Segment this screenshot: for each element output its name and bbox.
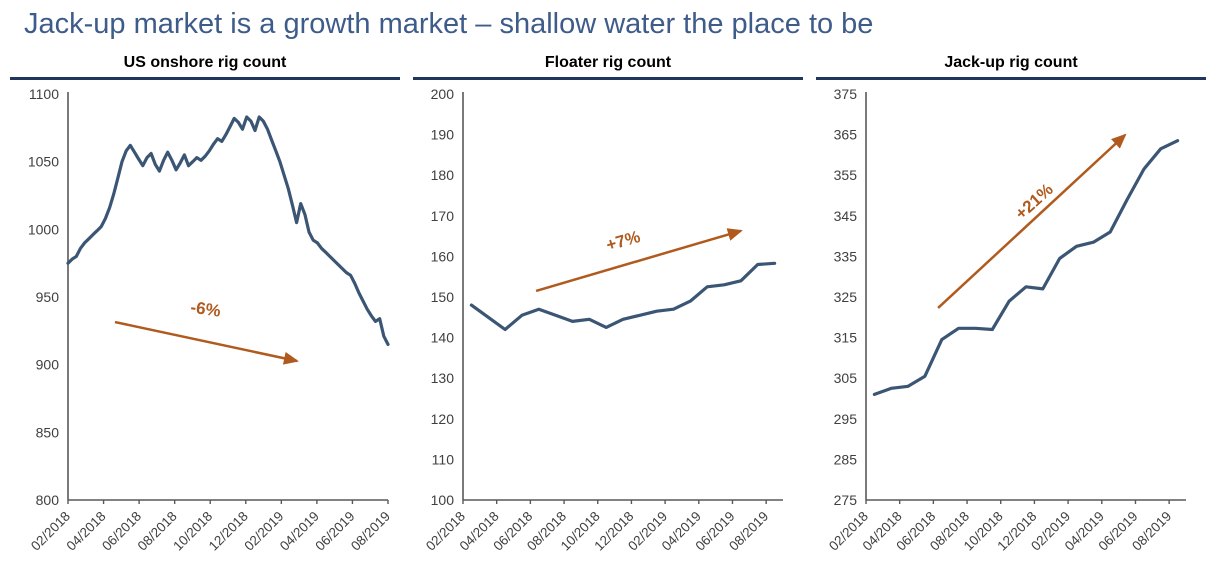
series-line	[469, 261, 777, 332]
y-tick-label: 1050	[28, 154, 59, 170]
y-tick-label: 170	[431, 208, 455, 224]
y-tick-label: 150	[431, 289, 455, 305]
y-tick-label: 335	[834, 248, 858, 264]
y-tick-label: 110	[432, 451, 455, 467]
series-line	[872, 139, 1180, 396]
trend-arrow	[114, 320, 299, 365]
x-tick-label: 08/2019	[348, 509, 393, 554]
chart-panel-jackup: Jack-up rig count 275 285 295 305 315 325 335 3…	[816, 53, 1206, 556]
chart-panel-us-onshore: US onshore rig count 800 850 900 950 1000 105…	[10, 53, 400, 556]
y-tick-label: 140	[431, 330, 455, 346]
y-tick-label: 160	[431, 248, 455, 264]
trend-label: +21%	[1011, 180, 1056, 224]
page-title: Jack-up market is a growth market – shal…	[24, 8, 874, 40]
chart-title-jackup: Jack-up rig count	[944, 54, 1078, 71]
y-tick-label: 100	[431, 492, 455, 508]
charts-row: US onshore rig count 800 850 900 950 1000 105…	[0, 41, 1216, 556]
y-tick-label: 295	[834, 411, 858, 427]
y-tick-label: 325	[834, 289, 858, 305]
y-tick-label: 355	[834, 167, 858, 183]
y-tick-label: 345	[834, 208, 858, 224]
y-tick-label: 180	[431, 167, 455, 183]
y-tick-label: 800	[36, 492, 60, 508]
chart-panel-floater: Floater rig count 100 110 120 130 140 150 160 1…	[413, 53, 803, 556]
jack-up-rig-count-chart: 27528529530531532533534535536537502/2018…	[826, 86, 1186, 554]
y-tick-label: 1000	[28, 221, 59, 237]
y-tick-label: 375	[834, 86, 858, 102]
series-line	[66, 115, 390, 346]
trend-arrow	[937, 133, 1127, 309]
y-tick-label: 275	[834, 492, 858, 508]
y-tick-label: 900	[36, 357, 60, 373]
trend-label: -6%	[189, 298, 222, 321]
y-tick-label: 200	[431, 86, 455, 102]
trend-arrow	[535, 228, 743, 293]
y-tick-label: 950	[36, 289, 60, 305]
y-tick-label: 120	[431, 411, 455, 427]
chart-title-rule	[816, 77, 1206, 80]
y-tick-label: 285	[834, 451, 858, 467]
y-tick-label: 1100	[29, 86, 59, 102]
chart-title-rule	[10, 77, 400, 80]
y-tick-label: 305	[834, 370, 858, 386]
floater-rig-count-chart: 10011012013014015016017018019020002/2018…	[423, 86, 783, 554]
chart-title-floater: Floater rig count	[544, 54, 672, 71]
y-tick-label: 190	[431, 127, 455, 143]
y-tick-label: 315	[834, 330, 858, 346]
us-onshore-rig-count-chart: 80085090095010001050110002/201804/201806…	[28, 86, 393, 554]
chart-title-rule	[413, 77, 803, 80]
y-tick-label: 130	[431, 370, 455, 386]
trend-label: +7%	[604, 227, 642, 255]
y-tick-label: 850	[36, 424, 60, 440]
y-tick-label: 365	[834, 127, 858, 143]
chart-title-us-onshore: US onshore rig count	[123, 54, 287, 71]
